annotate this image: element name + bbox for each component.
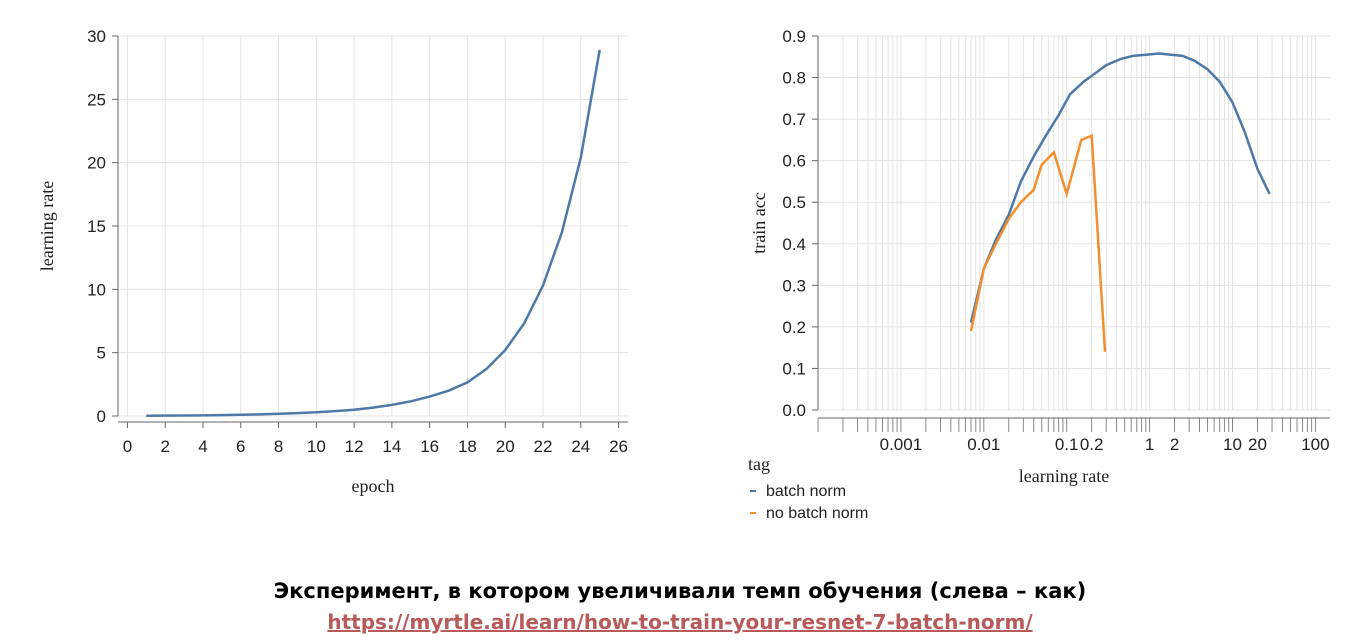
- chart-legend: tag batch norm no batch norm: [748, 454, 868, 522]
- series-line-no-batch-norm: [969, 133, 1107, 352]
- figure-caption: Эксперимент, в котором увеличивали темп …: [273, 579, 1087, 603]
- y-axis-title: learning rate: [37, 181, 57, 271]
- x-tick-label: 26: [609, 437, 628, 456]
- y-tick-label: 0.6: [782, 152, 806, 171]
- y-tick-label: 25: [87, 90, 106, 109]
- y-tick-label: 0.3: [782, 276, 806, 295]
- x-tick-label: 16: [420, 437, 439, 456]
- x-tick-label: 20: [496, 437, 515, 456]
- x-tick-label: 14: [382, 437, 401, 456]
- x-tick-label: 2: [160, 437, 169, 456]
- x-axis-title: learning rate: [1019, 466, 1109, 486]
- y-tick-label: 0.0: [782, 401, 806, 420]
- learning-rate-line: [146, 49, 601, 417]
- source-link[interactable]: https://myrtle.ai/learn/how-to-train-you…: [327, 610, 1033, 634]
- x-tick-label: 2: [1170, 435, 1179, 454]
- legend-title: tag: [748, 454, 770, 474]
- y-tick-label: 20: [87, 154, 106, 173]
- x-axis-title: epoch: [352, 476, 395, 496]
- y-tick-label: 0.2: [782, 318, 806, 337]
- y-tick-label: 0.1: [782, 359, 806, 378]
- x-tick-label: 12: [345, 437, 364, 456]
- y-tick-label: 0.7: [782, 110, 806, 129]
- x-tick-label: 22: [534, 437, 553, 456]
- x-tick-label: 20: [1248, 435, 1267, 454]
- y-tick-label: 10: [87, 280, 106, 299]
- x-tick-label: 24: [571, 437, 590, 456]
- y-axis-title: train acc: [749, 192, 769, 253]
- y-tick-label: 0: [97, 407, 106, 426]
- x-tick-label: 1: [1145, 435, 1154, 454]
- x-tick-label: 8: [274, 437, 283, 456]
- legend-label: no batch norm: [766, 505, 868, 522]
- x-tick-label: 100: [1301, 435, 1329, 454]
- x-tick-label: 4: [198, 437, 207, 456]
- x-tick-label: 0.01: [967, 435, 1000, 454]
- x-tick-label: 0: [123, 437, 132, 456]
- legend-label: batch norm: [766, 483, 846, 500]
- train-accuracy-chart: 0.00.10.20.30.40.50.60.70.80.90.001 0.01 0…: [748, 27, 1330, 522]
- x-tick-label: 10: [307, 437, 326, 456]
- y-tick-label: 5: [97, 344, 106, 363]
- x-tick-label: 18: [458, 437, 477, 456]
- series-line-batch-norm: [969, 52, 1271, 323]
- y-tick-label: 0.8: [782, 69, 806, 88]
- x-tick-label: 0.1: [1055, 435, 1079, 454]
- x-tick-label: 10: [1223, 435, 1242, 454]
- x-tick-label: 0.001: [880, 435, 923, 454]
- y-tick-label: 0.5: [782, 193, 806, 212]
- y-tick-label: 15: [87, 217, 106, 236]
- y-tick-label: 0.9: [782, 27, 806, 46]
- y-tick-label: 0.4: [782, 235, 806, 254]
- x-tick-label: 0.2: [1080, 435, 1104, 454]
- y-tick-label: 30: [87, 27, 106, 46]
- x-tick-label: 6: [236, 437, 245, 456]
